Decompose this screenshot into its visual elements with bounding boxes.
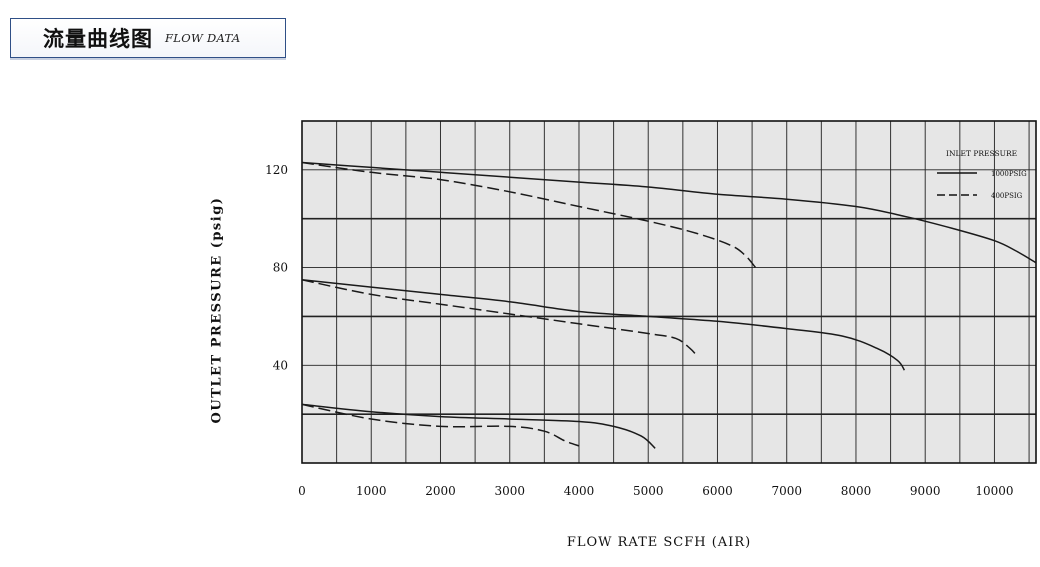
legend-label: 1000PSIG — [991, 170, 1027, 178]
legend-title: INLET PRESSURE — [946, 149, 1017, 158]
x-tick-label: 9000 — [910, 484, 941, 498]
series-line-400psig — [301, 161, 757, 269]
x-tick-label: 1000 — [356, 484, 387, 498]
x-tick-label: 10000 — [975, 484, 1013, 498]
series-line-1000psig — [301, 403, 656, 449]
x-tick-label: 5000 — [633, 484, 664, 498]
legend-label: 400PSIG — [991, 192, 1023, 200]
y-axis-label: OUTLET PRESSURE (psig) — [209, 196, 225, 424]
x-tick-label: 6000 — [702, 484, 733, 498]
y-tick-label: 80 — [273, 261, 288, 275]
series-line-400psig — [301, 403, 580, 447]
x-tick-label: 0 — [298, 484, 306, 498]
x-tick-label: 7000 — [771, 484, 802, 498]
series-line-1000psig — [301, 161, 1037, 264]
page-subtitle: FLOW DATA — [165, 31, 241, 45]
x-axis-label: FLOW RATE SCFH (AIR) — [566, 535, 752, 550]
series-line-400psig — [301, 279, 698, 357]
page-title: 流量曲线图 — [43, 27, 153, 51]
x-tick-label: 2000 — [425, 484, 456, 498]
y-tick-label: 120 — [265, 163, 288, 177]
series-line-1000psig — [301, 279, 906, 371]
x-tick-label: 8000 — [841, 484, 872, 498]
plot-frame — [301, 120, 1037, 464]
x-tick-label: 4000 — [564, 484, 595, 498]
x-tick-label: 3000 — [494, 484, 525, 498]
page-title-box: 流量曲线图 FLOW DATA — [10, 18, 286, 58]
y-tick-label: 40 — [273, 358, 288, 372]
